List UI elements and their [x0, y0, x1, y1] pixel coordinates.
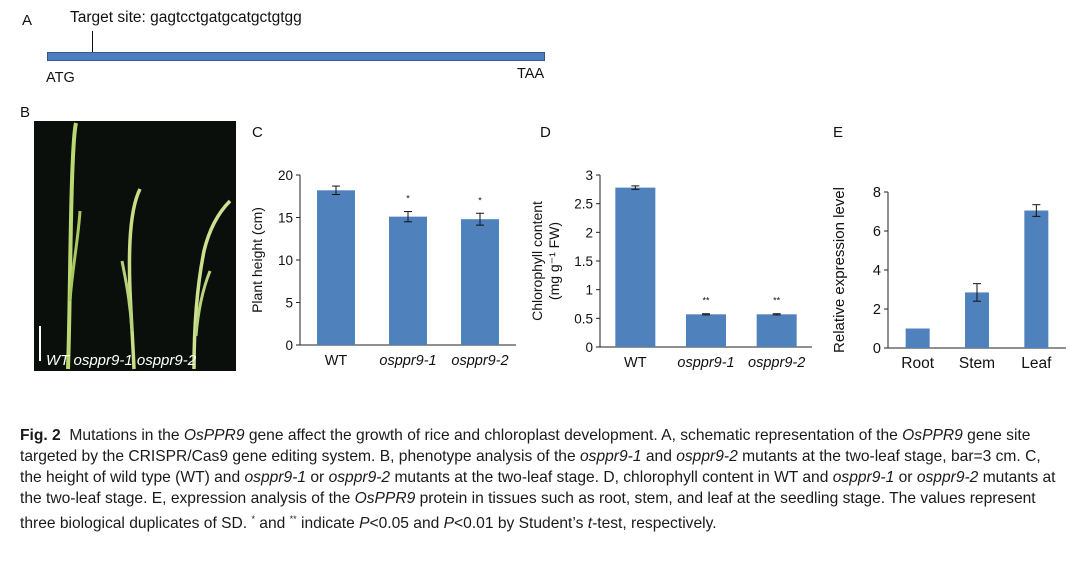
- x-tick-label: osppr9-2: [451, 353, 508, 369]
- caption-fig-label: Fig. 2: [20, 427, 61, 444]
- mutant1-seedling-leaf: [127, 188, 142, 370]
- significance-marker: **: [702, 296, 710, 306]
- panel-d-letter: D: [540, 124, 551, 141]
- bar: [1024, 210, 1049, 348]
- y-tick-label: 5: [285, 296, 293, 311]
- x-tick-label: osppr9-2: [748, 355, 805, 371]
- y-axis-label: Chlorophyll content: [530, 201, 545, 321]
- x-tick-label: osppr9-1: [379, 353, 436, 369]
- significance-marker: *: [406, 194, 410, 204]
- panel-c-letter: C: [252, 124, 263, 141]
- y-tick-label: 1.5: [574, 254, 593, 269]
- seedling-photo: [34, 121, 236, 371]
- stop-codon-label: TAA: [517, 66, 545, 82]
- mutant2-seedling-leaf-2: [194, 270, 212, 337]
- bar: [461, 219, 499, 345]
- y-axis-label: Plant height (cm): [249, 207, 265, 313]
- x-tick-label: Leaf: [1021, 355, 1052, 372]
- y-tick-label: 2.5: [574, 197, 593, 212]
- wt-seedling-leaf-2: [68, 210, 82, 302]
- y-axis-label: Relative expression level: [831, 187, 848, 353]
- y-tick-label: 6: [873, 224, 881, 240]
- bar: [905, 328, 930, 348]
- y-tick-label: 0.5: [574, 311, 593, 326]
- panel-b-letter: B: [20, 104, 31, 121]
- x-tick-label: osppr9-1: [677, 355, 734, 371]
- mutant2-seedling-leaf: [192, 199, 232, 370]
- y-tick-label: 20: [278, 168, 293, 183]
- bar: [756, 314, 797, 347]
- panel-a-letter: A: [22, 12, 33, 29]
- y-tick-label: 15: [278, 211, 293, 226]
- chart-plant-height: 0 5 10 15 20 WT * osppr9-1 * osppr9-2 Plant height…: [249, 168, 516, 369]
- photo-genotype-label: WT osppr9-1 osppr9-2: [46, 352, 197, 369]
- gene-schematic-bar: [47, 52, 545, 61]
- y-tick-label: 2: [873, 302, 881, 318]
- y-tick-label: 1: [585, 283, 593, 298]
- x-tick-label: WT: [325, 353, 348, 369]
- x-tick-label: Root: [901, 355, 934, 372]
- chart-chlorophyll-content: 0 0.5 1 1.5 2 2.5 3 WT ** osppr9-1 ** osppr9-2 Chlor…: [530, 168, 812, 371]
- bar: [615, 187, 656, 347]
- start-codon-label: ATG: [46, 70, 75, 86]
- x-tick-label: Stem: [959, 355, 995, 372]
- x-tick-label: WT: [624, 355, 647, 371]
- y-tick-label: 0: [285, 338, 293, 353]
- y-tick-label: 10: [278, 253, 293, 268]
- bar: [317, 190, 355, 345]
- significance-marker: **: [773, 296, 781, 306]
- y-tick-label: 0: [585, 340, 593, 355]
- significance-marker: *: [478, 195, 482, 205]
- target-site-label: Target site: gagtcctgatgcatgctgtgg: [70, 9, 302, 26]
- figure-caption: Fig. 2 Mutations in the OsPPR9 gene affe…: [20, 427, 1056, 533]
- wt-seedling-leaf: [66, 122, 78, 370]
- panel-e-letter: E: [833, 124, 844, 141]
- y-tick-label: 8: [873, 185, 881, 201]
- bar: [389, 216, 427, 345]
- y-axis-label-units: (mg g⁻¹ FW): [546, 222, 562, 300]
- y-tick-label: 2: [585, 225, 593, 240]
- y-tick-label: 4: [873, 263, 881, 279]
- y-tick-label: 0: [873, 341, 881, 357]
- mutant1-seedling-leaf-2: [120, 260, 134, 332]
- target-site-marker: [92, 31, 93, 55]
- bar: [686, 314, 726, 347]
- seedling-illustration: [39, 122, 232, 370]
- y-tick-label: 3: [585, 168, 593, 183]
- chart-relative-expression: 0 2 4 6 8 Root Stem Leaf Relative expression lev…: [831, 185, 1066, 372]
